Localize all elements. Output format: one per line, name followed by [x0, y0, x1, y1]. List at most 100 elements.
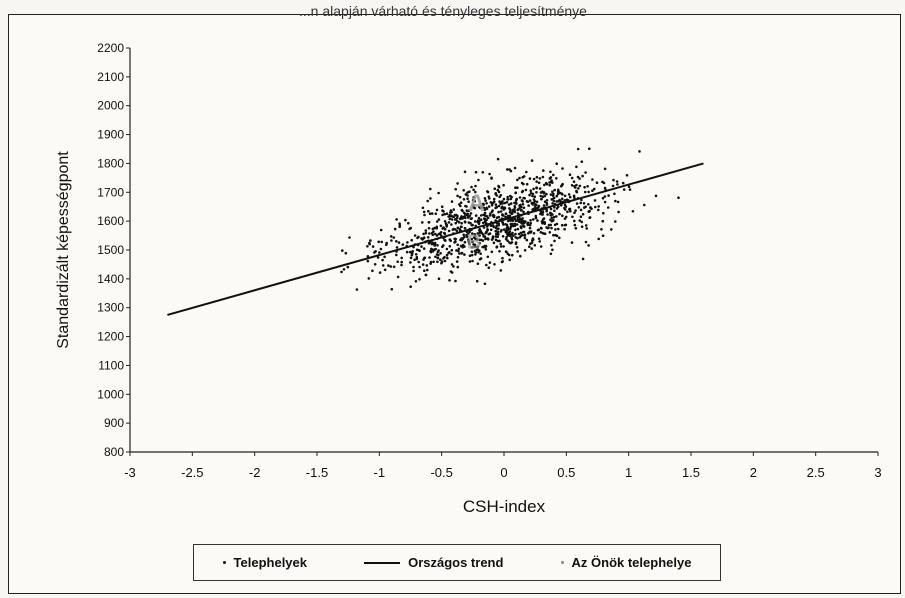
scatter-point [570, 184, 574, 187]
scatter-point [484, 231, 488, 235]
scatter-point [520, 219, 524, 222]
scatter-point [509, 202, 513, 205]
scatter-point [497, 210, 500, 214]
scatter-point [511, 231, 514, 235]
scatter-point [367, 277, 371, 280]
scatter-point [545, 208, 548, 211]
scatter-point [508, 214, 512, 218]
scatter-point [507, 203, 511, 206]
scatter-point [558, 236, 561, 240]
scatter-point [501, 206, 505, 210]
scatter-point [371, 269, 374, 273]
scatter-point [371, 245, 375, 248]
scatter-point [577, 206, 581, 209]
scatter-point [355, 288, 359, 291]
legend-label-sites: Telephelyek [233, 555, 307, 570]
x-tick-label: -3 [124, 465, 136, 480]
scatter-point [617, 210, 620, 214]
scatter-point [560, 197, 564, 201]
scatter-point [509, 169, 513, 173]
scatter-point [511, 253, 514, 257]
scatter-point [473, 233, 477, 236]
scatter-point [575, 189, 578, 193]
scatter-point [483, 235, 487, 238]
scatter-point [543, 221, 546, 224]
x-tick-label: 1.5 [682, 465, 700, 480]
scatter-point [518, 176, 521, 180]
scatter-point [523, 249, 527, 252]
scatter-point [543, 194, 547, 198]
scatter-point [500, 228, 503, 232]
scatter-point [348, 236, 351, 239]
scatter-point [470, 217, 474, 220]
scatter-point [614, 220, 617, 223]
scatter-point [455, 229, 459, 233]
scatter-point [478, 227, 482, 231]
scatter-point [535, 203, 538, 207]
scatter-point [474, 224, 478, 228]
scatter-point [552, 192, 555, 196]
scatter-point [550, 226, 553, 230]
scatter-point [389, 265, 393, 268]
scatter-point [574, 227, 578, 230]
scatter-point [586, 185, 589, 188]
scatter-point [502, 245, 505, 248]
scatter-point [528, 245, 531, 248]
scatter-point [425, 264, 429, 267]
scatter-point [456, 255, 460, 259]
scatter-point [555, 222, 559, 226]
scatter-point [575, 202, 579, 205]
scatter-point [366, 259, 370, 263]
scatter-point [495, 232, 498, 236]
scatter-point [638, 150, 641, 153]
x-tick-label: 2 [750, 465, 757, 480]
x-tick-label: -2.5 [181, 465, 203, 480]
scatter-point [616, 200, 620, 204]
scatter-point [536, 219, 539, 222]
scatter-point [346, 265, 350, 269]
scatter-point [406, 241, 409, 244]
scatter-point [461, 209, 464, 213]
scatter-point [431, 233, 435, 236]
scatter-point [482, 226, 486, 229]
scatter-point [460, 238, 464, 242]
scatter-point [452, 265, 455, 268]
scatter-point [447, 221, 451, 224]
scatter-point [417, 235, 420, 239]
scatter-point [422, 232, 425, 236]
scatter-point [540, 227, 543, 230]
scatter-point [429, 249, 432, 253]
scatter-point [580, 198, 583, 202]
scatter-point [378, 251, 381, 254]
scatter-point [344, 251, 348, 255]
scatter-point [505, 250, 508, 254]
scatter-point [485, 202, 488, 205]
scatter-point [527, 204, 530, 207]
scatter-point [408, 227, 411, 231]
scatter-point [342, 268, 346, 271]
line-marker-icon [364, 561, 401, 564]
scatter-point [677, 196, 680, 199]
scatter-point [521, 203, 525, 206]
scatter-point [478, 238, 482, 242]
scatter-point [542, 204, 546, 207]
scatter-point [600, 228, 603, 231]
scatter-point [476, 248, 480, 251]
scatter-point [506, 252, 510, 256]
scatter-point [395, 240, 398, 243]
scatter-point [486, 255, 490, 259]
scatter-point [437, 218, 441, 221]
scatter-point [587, 244, 590, 247]
scatter-point [602, 211, 605, 215]
scatter-point [501, 221, 505, 225]
scatter-point [490, 250, 494, 254]
scatter-point [520, 208, 523, 212]
point-marker-icon [222, 561, 226, 564]
scatter-point [576, 147, 580, 151]
scatter-point [435, 220, 439, 223]
scatter-point [429, 197, 432, 200]
scatter-point [495, 216, 499, 219]
scatter-point [542, 217, 546, 220]
scatter-point [440, 261, 443, 265]
scatter-point [478, 242, 482, 245]
